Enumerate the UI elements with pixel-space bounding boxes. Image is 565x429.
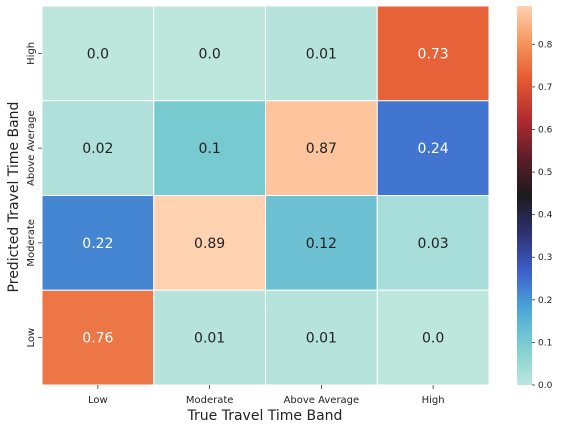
cell-value-label: 0.01	[194, 331, 225, 347]
y-tick-label: Above Average	[26, 110, 37, 186]
y-tick-label: High	[26, 42, 37, 65]
x-tick-labels: Low Moderate Above Average High	[88, 385, 445, 406]
x-tick-label: Above Average	[284, 395, 360, 406]
heatmap-cell	[153, 289, 266, 386]
colorbar-tick-label: 0.0	[538, 381, 553, 391]
cell-value-label: 0.76	[82, 331, 113, 347]
colorbar-tick-label: 0.5	[538, 168, 552, 178]
cell-value-label: 0.03	[418, 236, 449, 252]
cell-value-label: 0.0	[87, 46, 109, 62]
cell-value-label: 0.87	[306, 141, 337, 157]
cell-value-label: 0.22	[82, 236, 113, 252]
heatmap-cell	[376, 195, 490, 291]
colorbar-tick-label: 0.8	[538, 40, 553, 50]
heatmap-cell	[376, 289, 490, 386]
heatmap-cell	[265, 5, 378, 102]
cell-value-label: 0.73	[418, 46, 449, 62]
x-tick-label: High	[422, 395, 445, 406]
colorbar-tick-label: 0.2	[538, 296, 552, 306]
cell-value-label: 0.89	[194, 236, 225, 252]
colorbar-tick-label: 0.4	[538, 211, 553, 221]
heatmap-cell	[41, 289, 155, 386]
colorbar-tick-label: 0.1	[538, 338, 552, 348]
colorbar-tick-label: 0.7	[538, 83, 552, 93]
heatmap-cell	[376, 5, 490, 102]
heatmap-cell	[376, 100, 490, 196]
cell-value-label: 0.1	[198, 141, 220, 157]
x-axis-label: True Travel Time Band	[187, 408, 343, 424]
heatmap-cell	[153, 195, 266, 291]
colorbar-tick-label: 0.6	[538, 125, 553, 135]
cell-value-label: 0.0	[422, 331, 444, 347]
y-axis-label: Predicted Travel Time Band	[6, 102, 22, 293]
y-tick-label: Moderate	[26, 219, 37, 267]
cell-value-label: 0.0	[198, 46, 220, 62]
y-tick-label: Low	[26, 328, 37, 348]
x-tick-label: Moderate	[186, 395, 234, 406]
cell-value-label: 0.01	[306, 46, 337, 62]
colorbar-ticks: 0.0 0.1 0.2 0.3 0.4 0.5 0.6 0.7 0.8	[532, 40, 553, 391]
heatmap-cell	[153, 100, 266, 196]
heatmap-cell	[41, 5, 155, 102]
heatmap-cell	[41, 100, 155, 196]
cell-value-label: 0.01	[306, 331, 337, 347]
colorbar-tick-label: 0.3	[538, 253, 552, 263]
heatmap-cells: 0.0 0.0 0.01 0.73 0.02 0.1 0.87 0.24 0.22 0.89 0.1…	[41, 5, 490, 386]
y-tick-labels: High Above Average Moderate Low	[26, 42, 42, 348]
heatmap-cell	[265, 289, 378, 386]
cell-value-label: 0.24	[418, 141, 449, 157]
cell-value-label: 0.02	[82, 141, 113, 157]
x-tick-label: Low	[88, 395, 108, 406]
heatmap-cell	[153, 5, 266, 102]
colorbar	[517, 6, 532, 385]
cell-value-label: 0.12	[306, 236, 337, 252]
